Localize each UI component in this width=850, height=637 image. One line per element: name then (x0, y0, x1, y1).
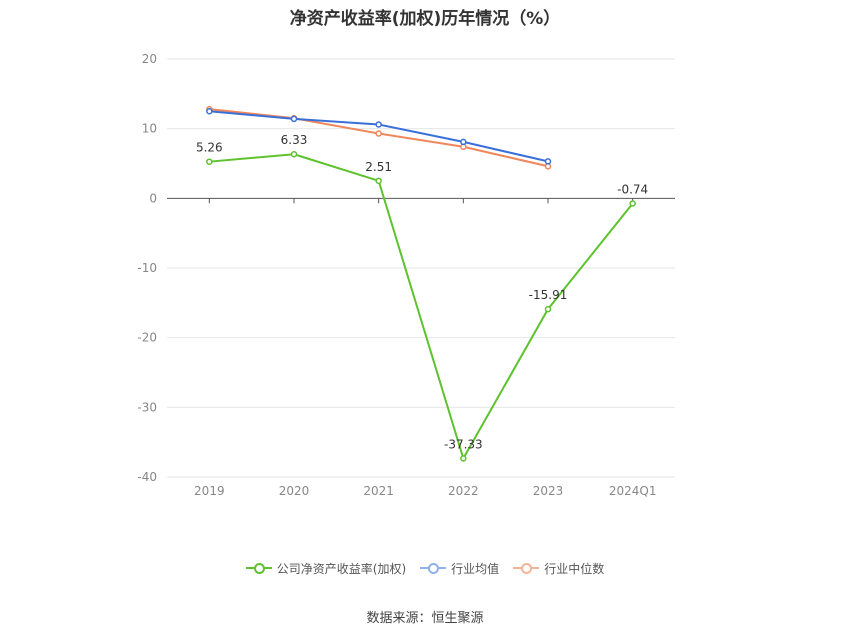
legend-swatch-industry-median (513, 562, 540, 574)
y-tick-label: 20 (142, 52, 157, 66)
y-tick-label: 10 (142, 122, 157, 136)
x-tick-label: 2021 (363, 484, 394, 498)
data-point-company-roe (206, 158, 213, 165)
legend-label-industry-median: 行业中位数 (544, 561, 605, 576)
y-tick-label: 0 (149, 191, 157, 205)
y-tick-label: -40 (137, 470, 157, 484)
data-point-industry-mean (544, 158, 552, 165)
y-tick-label: -10 (137, 261, 157, 275)
data-label: -37.33 (444, 437, 483, 451)
data-point-industry-median (375, 130, 382, 137)
legend-label-industry-mean: 行业均值 (451, 561, 500, 576)
series-line-company-roe (209, 153, 634, 460)
x-tick-label: 2020 (279, 484, 310, 498)
data-point-company-roe (290, 150, 298, 158)
legend-label-company: 公司净资产收益率(加权) (276, 561, 407, 576)
x-tick-label: 2019 (194, 484, 225, 498)
data-point-industry-mean (460, 138, 467, 146)
data-label: 6.33 (281, 133, 308, 147)
data-point-company-roe (375, 177, 382, 185)
x-tick-label: 2024Q1 (609, 484, 657, 498)
x-tick-label: 2022 (448, 484, 479, 498)
data-point-company-roe (544, 305, 552, 313)
data-label: 5.26 (196, 141, 223, 155)
data-point-company-roe (629, 200, 636, 207)
chart-title: 净资产收益率(加权)历年情况（%） (289, 9, 561, 29)
legend-item-company[interactable]: 公司净资产收益率(加权) (245, 560, 407, 577)
data-point-industry-mean (375, 121, 382, 128)
legend-swatch-company (245, 562, 272, 574)
data-label: 2.51 (365, 160, 392, 174)
legend-swatch-industry-mean (420, 562, 447, 574)
x-tick-label: 2023 (533, 484, 564, 498)
data-point-company-roe (460, 455, 467, 462)
legend-item-industry-median[interactable]: 行业中位数 (513, 560, 604, 577)
data-point-industry-mean (206, 108, 213, 115)
legend-item-industry-mean[interactable]: 行业均值 (420, 560, 499, 577)
data-point-industry-mean (290, 115, 298, 123)
legend: 公司净资产收益率(加权) 行业均值 行业中位数 (0, 558, 850, 578)
data-label: -15.91 (529, 288, 568, 302)
y-tick-label: -30 (137, 400, 157, 414)
data-source: 数据来源：恒生聚源 (366, 611, 484, 626)
data-label: -0.74 (617, 182, 648, 196)
y-tick-label: -20 (137, 331, 157, 345)
